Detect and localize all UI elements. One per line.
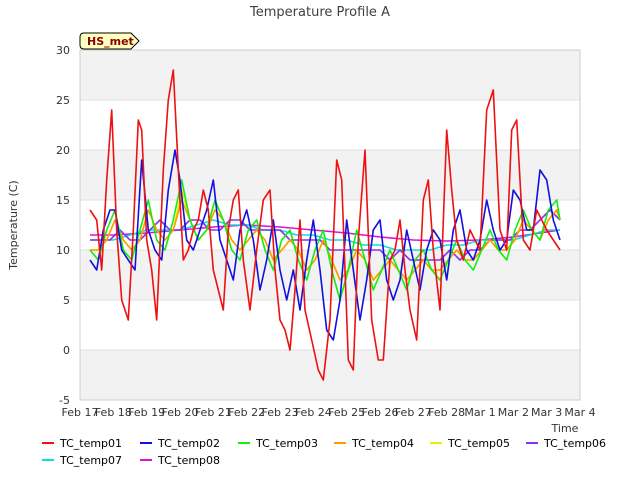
x-tick-label: Feb 19 — [128, 406, 165, 419]
legend-label: TC_temp01 — [59, 437, 122, 450]
y-tick-label: -5 — [59, 394, 70, 407]
x-tick-label: Feb 20 — [162, 406, 199, 419]
x-tick-label: Feb 24 — [295, 406, 332, 419]
y-tick-label: 25 — [56, 94, 70, 107]
series-line-tc-temp01 — [89, 69, 561, 381]
shaded-band-3 — [80, 50, 580, 100]
x-tick-label: Feb 23 — [262, 406, 299, 419]
x-tick-label: Feb 25 — [328, 406, 365, 419]
legend-label: TC_temp04 — [351, 437, 414, 450]
x-tick-label: Feb 18 — [95, 406, 132, 419]
legend-label: TC_temp06 — [543, 437, 606, 450]
x-tick-label: Feb 28 — [428, 406, 465, 419]
x-tick-label: Feb 17 — [62, 406, 99, 419]
plot-frame — [79, 49, 581, 401]
y-tick-label: 20 — [56, 144, 70, 157]
shaded-band-2 — [80, 150, 580, 200]
legend: TC_temp01 TC_temp02 TC_temp03 TC_temp04 TC_t… — [42, 437, 606, 467]
legend-label: TC_temp07 — [59, 454, 122, 467]
badge-label: HS_met — [87, 35, 134, 48]
x-tick-label: Feb 27 — [395, 406, 432, 419]
x-tick-label: Mar 2 — [498, 406, 529, 419]
x-tick-label: Feb 26 — [362, 406, 399, 419]
hs-met-badge: HS_met — [79, 32, 140, 50]
legend-label: TC_temp02 — [157, 437, 220, 450]
series-line-tc-temp03 — [89, 179, 561, 301]
legend-label: TC_temp05 — [447, 437, 510, 450]
series-lines — [89, 69, 561, 381]
chart-title: Temperature Profile A — [249, 5, 390, 20]
y-tick-label: 10 — [56, 244, 70, 257]
x-tick-label: Feb 21 — [195, 406, 232, 419]
legend-label: TC_temp08 — [157, 454, 220, 467]
x-tick-label: Mar 3 — [531, 406, 562, 419]
x-tick-label: Feb 22 — [228, 406, 265, 419]
legend-label: TC_temp03 — [255, 437, 318, 450]
shaded-band-0 — [80, 350, 580, 400]
y-tick-label: 0 — [63, 344, 70, 357]
x-tick-label: Mar 1 — [464, 406, 495, 419]
y-tick-label: 5 — [63, 294, 70, 307]
y-tick-label: 30 — [56, 44, 70, 57]
x-tick-label: Mar 4 — [564, 406, 595, 419]
y-tick-label: 15 — [56, 194, 70, 207]
x-axis-label: Time — [551, 422, 579, 435]
y-tick-labels: -5 0 5 10 15 20 25 30 — [56, 44, 70, 407]
y-axis-label: Temperature (C) — [7, 180, 20, 270]
